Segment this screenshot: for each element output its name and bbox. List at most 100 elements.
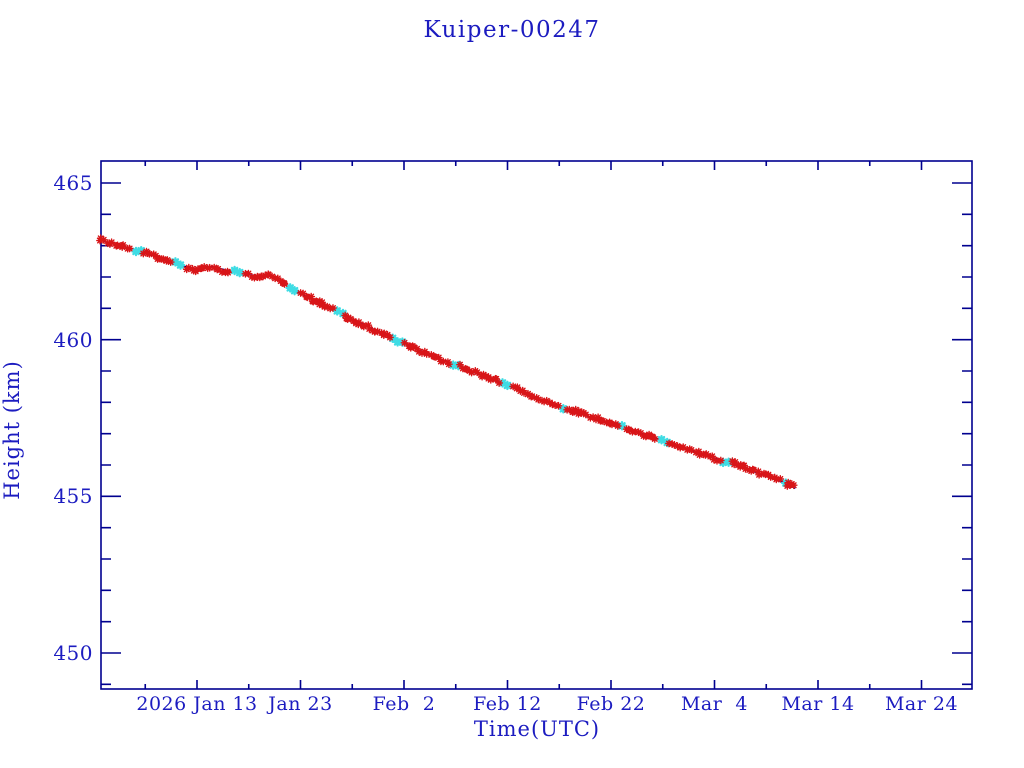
observed-marker <box>113 241 122 250</box>
observed-marker <box>538 396 546 405</box>
observed-marker <box>444 358 452 366</box>
observed-marker <box>259 272 267 281</box>
observed-marker <box>554 401 563 410</box>
observed-marker <box>749 466 758 474</box>
observed-marker <box>789 481 798 490</box>
predicted-marker <box>332 306 342 316</box>
x-tick-label: Feb 12 <box>473 693 542 715</box>
predicted-marker <box>723 457 734 467</box>
observed-marker <box>518 386 527 395</box>
predicted-marker <box>617 421 627 431</box>
observed-marker <box>261 271 270 280</box>
observed-marker <box>427 351 436 359</box>
observed-marker <box>365 325 374 333</box>
x-tick-label: Mar 14 <box>781 693 855 715</box>
observed-marker <box>645 430 653 439</box>
observed-marker <box>594 413 602 422</box>
predicted-marker <box>558 404 569 414</box>
observed-marker <box>581 410 590 419</box>
observed-marker <box>670 441 679 449</box>
observed-marker <box>184 263 193 272</box>
observed-marker <box>636 429 645 437</box>
observed-marker <box>434 353 443 362</box>
observed-marker <box>200 263 209 271</box>
observed-marker <box>540 397 548 406</box>
observed-marker <box>731 458 740 466</box>
x-tick-label: 2026 Jan 13 <box>136 693 258 715</box>
observed-marker <box>214 265 222 273</box>
observed-marker <box>728 457 737 466</box>
observed-marker <box>119 241 127 249</box>
observed-marker <box>755 470 763 479</box>
observed-marker <box>772 475 781 484</box>
observed-marker <box>467 368 476 377</box>
observed-marker <box>303 293 312 302</box>
predicted-marker <box>170 257 181 267</box>
chart-title: Kuiper-00247 <box>423 17 601 43</box>
predicted-marker <box>229 265 240 276</box>
observed-marker <box>716 456 725 465</box>
observed-marker <box>125 244 134 253</box>
predicted-marker <box>234 267 245 278</box>
y-tick-label: 460 <box>53 327 93 352</box>
observed-marker <box>368 326 377 335</box>
axis-ticks <box>101 161 972 689</box>
observed-marker <box>188 264 197 273</box>
observed-marker <box>329 304 337 312</box>
observed-marker <box>492 375 501 383</box>
observed-marker <box>523 390 532 399</box>
observed-marker <box>694 447 703 456</box>
observed-marker <box>299 289 307 298</box>
observed-marker <box>162 257 171 265</box>
observed-marker <box>373 327 382 336</box>
y-tick-label: 455 <box>53 484 93 509</box>
x-tick-label: Feb 2 <box>372 693 436 715</box>
observed-marker <box>205 263 214 272</box>
observed-marker <box>139 249 148 258</box>
observed-marker <box>145 250 154 258</box>
observed-marker <box>495 379 503 387</box>
observed-marker <box>400 338 409 347</box>
observed-marker <box>783 482 792 490</box>
predicted-marker <box>392 337 403 347</box>
observed-marker <box>571 405 580 414</box>
axis-box <box>100 160 973 690</box>
observed-marker <box>766 473 775 481</box>
predicted-marker <box>656 434 667 445</box>
observed-marker <box>341 311 350 320</box>
observed-marker <box>323 302 332 311</box>
observed-marker <box>99 235 108 244</box>
observed-marker <box>264 270 273 279</box>
x-axis-label: Time(UTC) <box>473 717 601 741</box>
observed-marker <box>701 451 710 459</box>
observed-marker <box>520 389 528 397</box>
observed-marker <box>542 396 551 405</box>
observed-marker <box>534 395 543 404</box>
x-tick-label: Feb 22 <box>576 693 646 715</box>
observed-marker <box>422 350 431 358</box>
observed-marker <box>280 280 289 288</box>
observed-marker <box>408 342 417 350</box>
observed-marker <box>96 234 105 243</box>
observed-marker <box>107 238 116 247</box>
observed-marker <box>210 263 219 272</box>
observed-marker <box>244 269 253 278</box>
observed-marker <box>355 318 363 327</box>
observed-marker <box>642 432 650 441</box>
predicted-marker <box>387 333 398 344</box>
observed-marker <box>776 475 785 483</box>
observed-marker <box>695 451 704 459</box>
observed-marker <box>166 258 175 266</box>
observed-marker <box>650 435 659 443</box>
observed-marker <box>456 360 464 369</box>
predicted-marker <box>131 246 141 257</box>
observed-marker <box>352 319 360 328</box>
y-tick-label: 465 <box>53 171 93 195</box>
observed-marker <box>634 428 643 437</box>
observed-marker <box>461 364 470 373</box>
observed-marker <box>613 422 622 430</box>
x-tick-label: Mar 4 <box>680 693 749 715</box>
observed-marker <box>359 322 368 331</box>
observed-marker <box>103 239 112 248</box>
